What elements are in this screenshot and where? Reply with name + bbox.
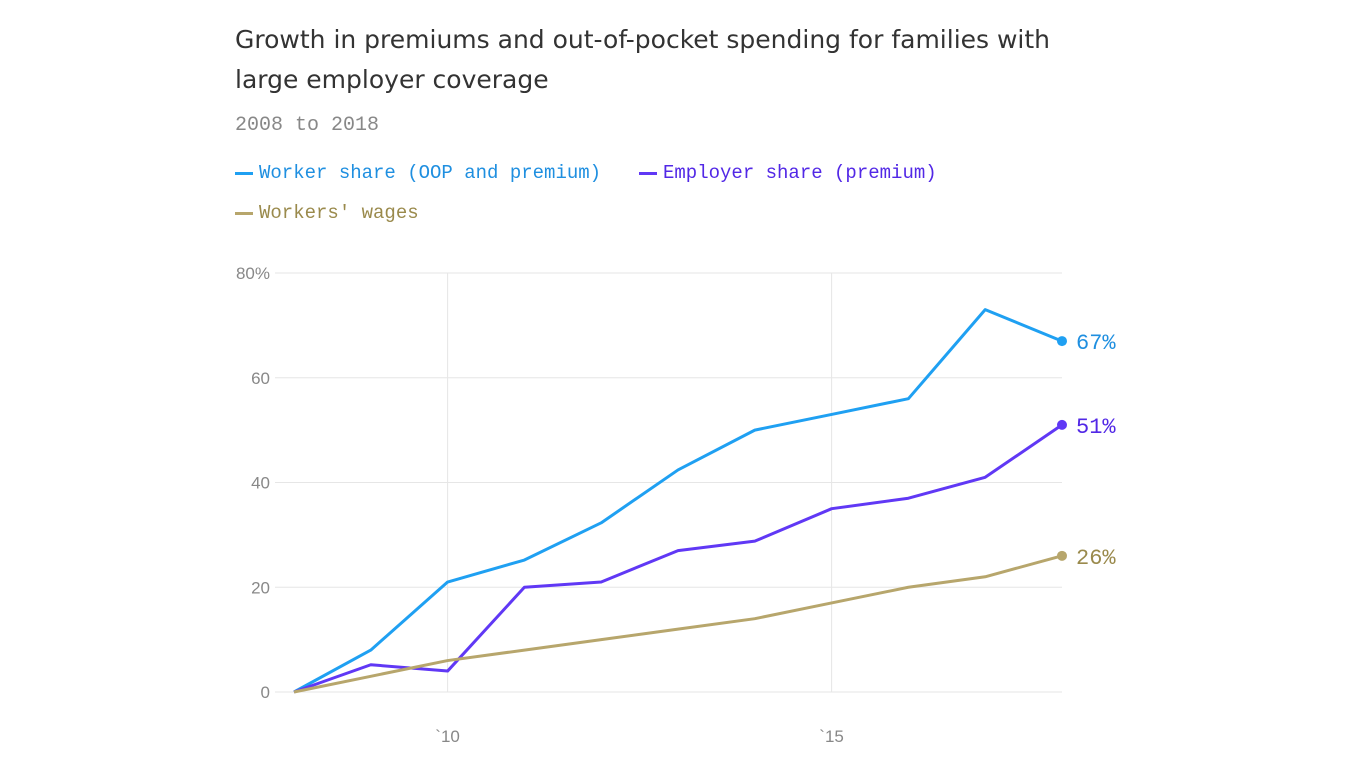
legend-swatch [235,171,253,175]
legend-swatch [639,171,657,175]
end-point-marker [1057,419,1067,430]
legend-label: Worker share (OOP and premium) [259,162,602,184]
end-value-label: 67% [1076,331,1116,356]
legend-item-employer-share: Employer share (premium) [639,162,937,184]
series-line [293,554,1063,694]
chart-subtitle: 2008 to 2018 [235,114,380,137]
legend-item-worker-share: Worker share (OOP and premium) [235,162,601,184]
end-value-label: 26% [1076,546,1116,571]
y-tick-label: 0 [261,683,270,702]
y-tick-label: 80% [236,264,270,283]
y-tick-label: 60 [251,369,270,388]
series-line [293,308,1063,694]
end-point-marker [1057,550,1067,561]
series-line [293,423,1063,694]
legend-label: Employer share (premium) [663,162,937,184]
y-tick-label: 40 [251,474,270,493]
end-value-label: 51% [1076,415,1116,440]
y-tick-label: 20 [251,578,270,597]
legend-label: Workers' wages [259,202,419,224]
end-point-marker [1057,336,1067,347]
x-tick-label: `15 [819,727,844,746]
legend-swatch [235,211,253,215]
legend-item-workers-wages: Workers' wages [235,202,419,224]
x-tick-label: `10 [435,727,460,746]
chart-title: Growth in premiums and out-of-pocket spe… [235,25,1051,94]
